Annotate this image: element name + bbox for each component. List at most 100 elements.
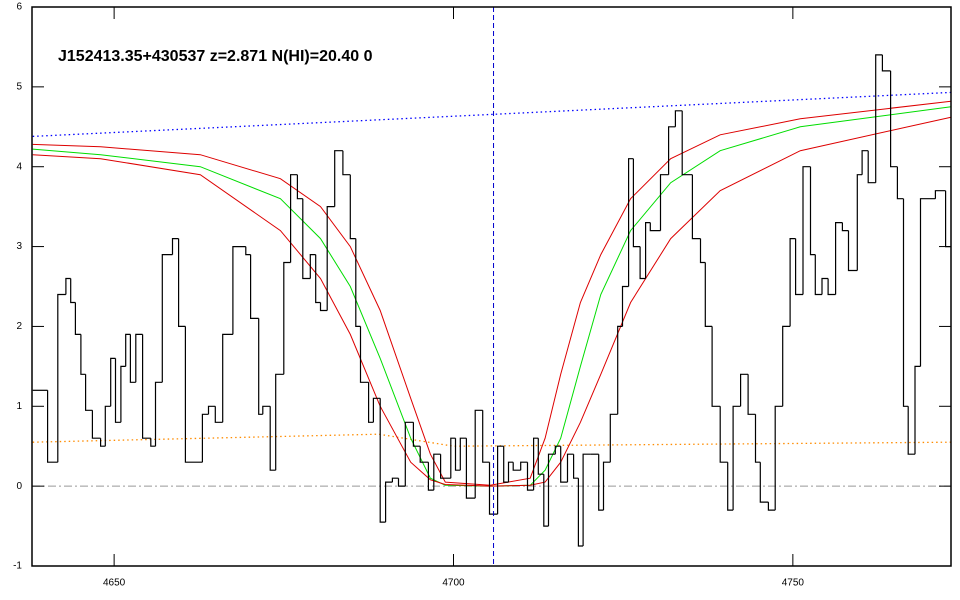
flux-step <box>754 414 761 463</box>
x-tick-label: 4750 <box>782 578 805 589</box>
flux-step <box>100 438 106 447</box>
y-tick-label: 4 <box>16 161 22 172</box>
y-tick-label: 3 <box>16 241 22 252</box>
flux-step <box>161 254 173 383</box>
flux-step <box>419 446 429 463</box>
flux-step <box>740 373 749 407</box>
flux-step <box>711 326 721 407</box>
flux-step <box>945 190 951 248</box>
model-line <box>32 433 952 447</box>
flux-step <box>719 406 728 463</box>
flux-step <box>645 222 651 279</box>
flux-step <box>427 462 434 491</box>
flux-step <box>759 462 769 503</box>
flux-step <box>782 325 791 407</box>
flux-step <box>120 365 126 423</box>
flux-step <box>379 398 386 523</box>
flux-step <box>533 437 539 491</box>
y-tick-label: 6 <box>16 2 22 13</box>
flux-step <box>309 254 316 279</box>
flux-step <box>699 238 706 264</box>
flux-step <box>85 374 93 411</box>
flux-step <box>258 318 263 415</box>
flux-step <box>474 409 483 499</box>
flux-step <box>178 238 186 327</box>
flux-step <box>691 174 701 240</box>
flux-step <box>881 54 891 72</box>
flux-step <box>74 302 81 335</box>
flux-step <box>573 454 579 479</box>
flux-step <box>262 405 271 415</box>
flux-step <box>154 381 163 447</box>
flux-step <box>907 406 915 455</box>
flux-step <box>861 150 869 175</box>
flux-step <box>503 446 509 483</box>
flux-step <box>774 405 783 511</box>
flux-step <box>349 174 356 240</box>
flux-step <box>359 326 369 383</box>
flux-step <box>302 198 311 280</box>
flux-step <box>450 437 456 479</box>
flux-step <box>507 461 514 483</box>
flux-step <box>577 478 584 547</box>
flux-step <box>385 481 393 523</box>
flux-step <box>875 54 883 183</box>
flux-step <box>835 222 843 295</box>
flux-step <box>296 174 303 200</box>
flux-step <box>391 477 399 483</box>
flux-step <box>104 405 111 447</box>
flux-step <box>91 410 101 439</box>
flux-step <box>57 293 66 463</box>
flux-step <box>732 405 741 511</box>
model-line <box>32 100 952 486</box>
flux-step <box>668 126 676 175</box>
flux-step <box>114 358 121 423</box>
flux-step <box>681 110 693 176</box>
flux-step <box>465 438 476 499</box>
flux-step <box>795 238 803 296</box>
flux-step <box>934 190 946 199</box>
flux-step <box>250 254 259 319</box>
flux-step <box>890 70 898 168</box>
flux-step <box>809 166 816 256</box>
flux-step <box>789 238 796 327</box>
flux-step <box>802 166 811 295</box>
flux-step <box>704 262 713 327</box>
y-tick-label: 2 <box>16 321 22 332</box>
y-tick-label: 5 <box>16 81 22 92</box>
flux-step <box>334 150 343 207</box>
flux-step <box>275 373 284 471</box>
flux-step <box>847 230 858 272</box>
flux-step <box>440 454 451 479</box>
flux-step <box>526 462 534 491</box>
flux-step <box>110 357 116 407</box>
flux-step <box>459 437 467 471</box>
flux-step <box>135 333 143 383</box>
flux-step <box>397 478 406 487</box>
y-tick-label: -1 <box>13 561 22 572</box>
y-tick-label: 1 <box>16 401 22 412</box>
x-tick-label: 4700 <box>442 578 465 589</box>
flux-step <box>125 333 131 367</box>
flux-step <box>841 222 849 232</box>
flux-step <box>283 261 291 375</box>
flux-step <box>543 474 549 527</box>
flux-step <box>372 397 381 423</box>
flux-step <box>404 421 414 487</box>
flux-step <box>368 382 374 423</box>
flux-step <box>488 462 498 515</box>
x-tick-label: 4650 <box>103 578 126 589</box>
flux-step <box>609 413 618 463</box>
flux-step <box>598 454 604 511</box>
model-line <box>32 116 952 487</box>
flux-step <box>674 110 683 127</box>
flux-step <box>70 278 76 304</box>
flux-step <box>649 222 661 232</box>
flux-step <box>767 502 776 511</box>
flux-step <box>245 246 251 256</box>
flux-step <box>628 158 634 287</box>
flux-step <box>727 462 734 511</box>
flux-step <box>315 254 321 304</box>
plot-frame <box>31 6 952 567</box>
